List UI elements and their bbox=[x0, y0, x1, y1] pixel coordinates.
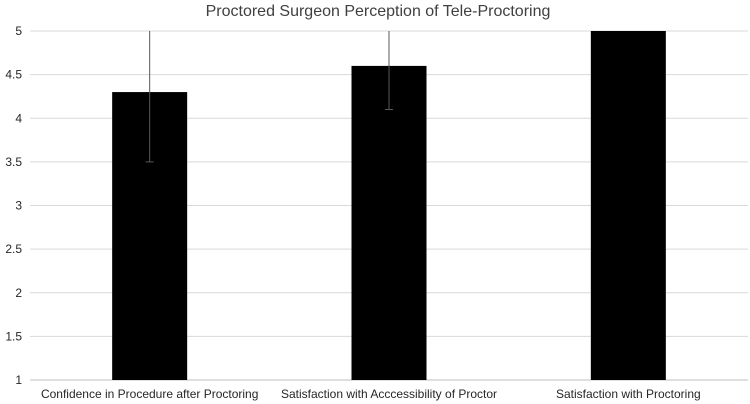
x-category-label: Satisfaction with Acccessibility of Proc… bbox=[281, 387, 497, 401]
y-tick-label: 1.5 bbox=[5, 329, 22, 343]
y-tick-label: 5 bbox=[15, 24, 22, 38]
chart-title: Proctored Surgeon Perception of Tele-Pro… bbox=[206, 3, 551, 20]
bar bbox=[351, 65, 427, 381]
x-axis-categories: Confidence in Procedure after Proctoring… bbox=[41, 387, 701, 401]
y-tick-label: 4 bbox=[15, 111, 22, 125]
x-category-label: Satisfaction with Proctoring bbox=[556, 387, 701, 401]
bar bbox=[590, 31, 666, 380]
y-tick-label: 4.5 bbox=[5, 68, 22, 82]
y-tick-label: 3.5 bbox=[5, 155, 22, 169]
y-tick-label: 2 bbox=[15, 286, 22, 300]
y-axis-ticks: 1 1.5 2 2.5 3 3.5 4 4.5 5 bbox=[5, 24, 22, 387]
y-tick-label: 3 bbox=[15, 199, 22, 213]
error-bars bbox=[145, 31, 393, 163]
y-tick-label: 2.5 bbox=[5, 242, 22, 256]
x-category-label: Confidence in Procedure after Proctoring bbox=[41, 387, 258, 401]
y-tick-label: 1 bbox=[15, 373, 22, 387]
